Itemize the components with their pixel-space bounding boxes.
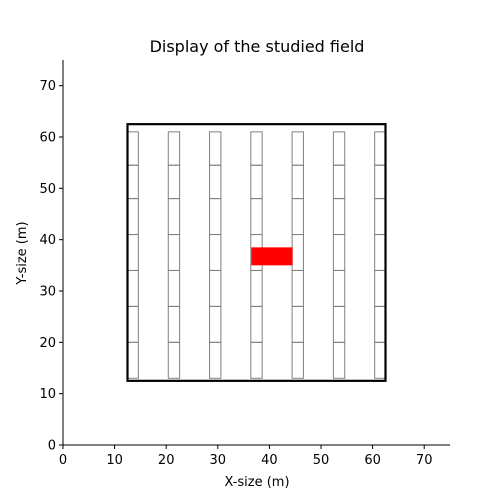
field-plot	[250, 198, 263, 236]
field-plot	[167, 305, 181, 343]
field-plot	[291, 234, 304, 271]
field-plot	[291, 198, 304, 236]
plots-layer	[126, 131, 387, 379]
field-plot	[250, 131, 263, 166]
x-tick-label: 60	[364, 453, 381, 468]
field-plot	[126, 305, 139, 343]
x-axis-label: X-size (m)	[224, 475, 289, 490]
field-plot	[209, 131, 222, 166]
field-plot	[167, 341, 181, 379]
y-tick-label: 0	[48, 439, 56, 454]
x-tick-label: 40	[261, 453, 278, 468]
field-plot	[126, 198, 139, 236]
x-tick-label: 20	[158, 453, 175, 468]
field-plot	[209, 305, 222, 343]
field-plot	[126, 341, 139, 379]
axes-layer: 0 10 20 30 40 50 60 70 0 10 20 30 40 50 60 70	[39, 60, 450, 468]
field-plot	[332, 269, 346, 307]
field-plot	[126, 164, 139, 200]
field-plot	[374, 164, 387, 200]
boundary-layer	[126, 123, 387, 382]
field-plot	[332, 234, 346, 271]
field-plot	[250, 269, 263, 307]
field-plot	[374, 305, 387, 343]
field-plot	[209, 269, 222, 307]
field-plot	[126, 234, 139, 271]
field-plot	[374, 234, 387, 271]
y-tick-label: 60	[39, 131, 56, 146]
field-plot	[291, 341, 304, 379]
field-plot	[374, 341, 387, 379]
y-tick-label: 40	[39, 233, 56, 248]
field-plot	[167, 198, 181, 236]
field-plot	[374, 131, 387, 166]
field-plot	[167, 234, 181, 271]
highlighted-plot	[251, 247, 293, 266]
field-plot	[332, 164, 346, 200]
field-plot	[332, 341, 346, 379]
field-plot	[250, 341, 263, 379]
field-plot	[291, 164, 304, 200]
field-plot	[332, 305, 346, 343]
field-plot	[332, 198, 346, 236]
y-tick-label: 70	[39, 79, 56, 94]
field-plot	[209, 164, 222, 200]
field-plot	[291, 269, 304, 307]
x-tick-label: 70	[416, 453, 433, 468]
field-boundary	[126, 123, 387, 382]
field-plot	[167, 269, 181, 307]
x-tick-label: 10	[106, 453, 123, 468]
field-plot	[209, 341, 222, 379]
x-tick-label: 50	[313, 453, 330, 468]
field-plot	[209, 198, 222, 236]
field-plot	[209, 234, 222, 271]
y-tick-label: 30	[39, 285, 56, 300]
field-plot	[332, 131, 346, 166]
highlight-layer	[251, 247, 293, 266]
chart-title: Display of the studied field	[150, 37, 365, 56]
y-tick-label: 10	[39, 387, 56, 402]
y-axis-label: Y-size (m)	[15, 221, 30, 285]
x-tick-label: 30	[210, 453, 227, 468]
field-plot	[374, 198, 387, 236]
field-plot	[167, 131, 181, 166]
field-plot	[291, 131, 304, 166]
y-tick-label: 20	[39, 336, 56, 351]
y-tick-label: 50	[39, 182, 56, 197]
field-plot	[374, 269, 387, 307]
field-plot	[250, 164, 263, 200]
field-plot	[126, 269, 139, 307]
field-plot	[126, 131, 139, 166]
field-plot	[250, 305, 263, 343]
x-tick-label: 0	[59, 453, 67, 468]
field-plot	[291, 305, 304, 343]
field-plot	[167, 164, 181, 200]
